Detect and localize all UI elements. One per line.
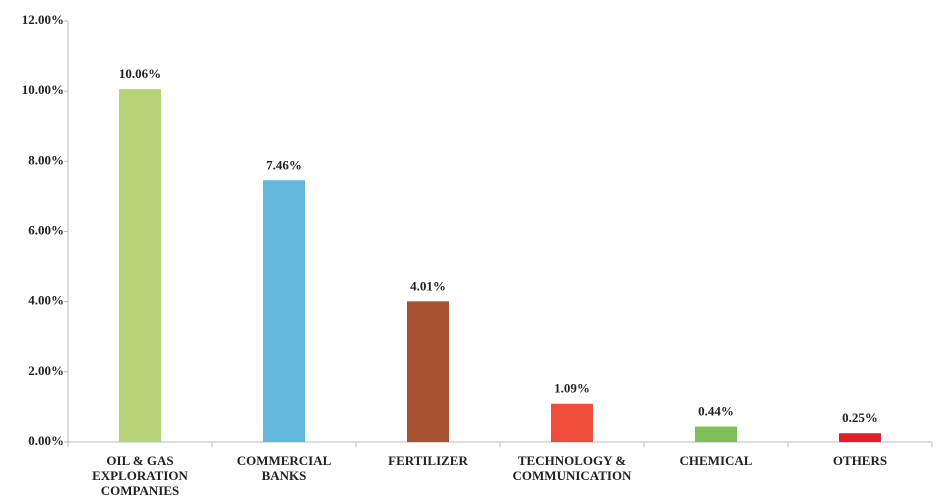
value-label: 0.25% — [842, 410, 878, 425]
x-tick-label: TECHNOLOGY & COMMUNICATION — [513, 453, 633, 483]
bar — [551, 403, 593, 442]
value-label: 1.09% — [554, 381, 590, 396]
x-tick-label: FERTILIZER — [388, 453, 468, 468]
y-tick-label: 2.00% — [28, 363, 64, 378]
y-tick-label: 6.00% — [28, 222, 64, 237]
value-label: 0.44% — [698, 404, 734, 419]
value-label: 4.01% — [410, 278, 446, 293]
y-tick-label: 4.00% — [28, 293, 64, 308]
bar — [263, 180, 305, 443]
bar — [695, 426, 737, 442]
x-tick-label: COMMERCIAL BANKS — [237, 453, 332, 483]
bar — [407, 301, 449, 442]
bar — [839, 433, 881, 442]
bar — [119, 89, 161, 442]
y-tick-label: 12.00% — [22, 12, 64, 27]
value-label: 10.06% — [119, 66, 161, 81]
x-tick-label: OIL & GAS EXPLORATION COMPANIES — [92, 453, 188, 498]
y-tick-label: 0.00% — [28, 433, 64, 448]
value-label: 7.46% — [266, 157, 302, 172]
x-tick-label: OTHERS — [833, 453, 887, 468]
y-tick-label: 10.00% — [22, 82, 64, 97]
x-tick-label: CHEMICAL — [680, 453, 753, 468]
y-tick-label: 8.00% — [28, 152, 64, 167]
